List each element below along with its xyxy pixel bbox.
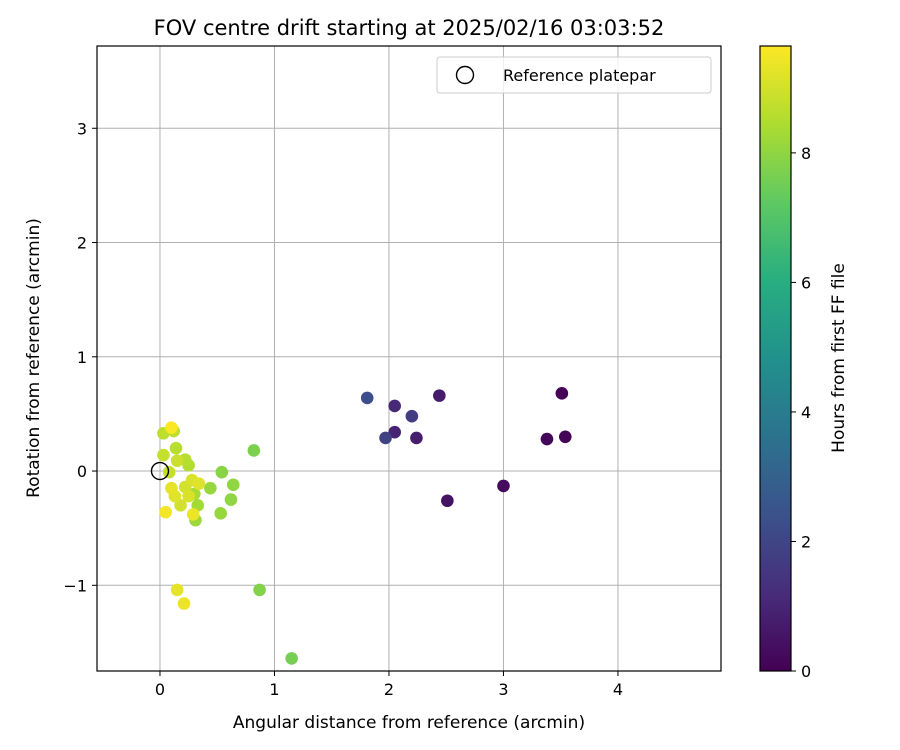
data-point-39: [177, 597, 191, 610]
reference-platepar-marker: [150, 461, 170, 481]
data-point-3: [497, 479, 510, 493]
grid-lines: [97, 46, 721, 671]
data-point-29: [162, 465, 176, 479]
y-tick-label-1: 0: [77, 462, 87, 481]
data-point-17: [224, 493, 238, 506]
colorbar: 0 2 4 6 8 Hours from first FF file: [759, 45, 849, 681]
x-tick-label-4: 4: [613, 680, 623, 699]
data-point-0: [555, 387, 569, 400]
data-point-33: [182, 489, 195, 503]
data-point-25: [169, 441, 183, 455]
colorbar-ticks: 0 2 4 6 8: [791, 144, 811, 681]
data-point-6: [410, 431, 423, 445]
data-point-15: [215, 465, 229, 479]
x-tick-label-2: 2: [384, 680, 394, 699]
chart-title: FOV centre drift starting at 2025/02/16 …: [154, 16, 665, 40]
x-axis-label: Angular distance from reference (arcmin): [233, 713, 585, 733]
colorbar-frame: [759, 45, 792, 672]
legend-marker-hollow-circle: [455, 65, 475, 85]
data-point-35: [192, 477, 206, 490]
data-point-28: [157, 448, 170, 462]
data-point-5: [433, 389, 446, 402]
data-point-11: [360, 391, 374, 405]
colorbar-tick-label-1: 2: [801, 532, 811, 551]
data-point-40: [186, 508, 200, 521]
data-point-1: [558, 430, 572, 444]
x-axis-ticks: 0 1 2 3 4: [155, 671, 623, 699]
y-tick-label-2: 1: [77, 348, 87, 367]
colorbar-gradient: [760, 46, 791, 671]
y-axis-ticks: −1 0 1 2 3: [63, 119, 97, 595]
data-point-12: [285, 652, 298, 665]
colorbar-tick-label-4: 8: [801, 144, 811, 163]
y-tick-label-4: 3: [77, 119, 87, 138]
scatter-points: [157, 387, 572, 665]
y-axis-label: Rotation from reference (arcmin): [24, 218, 44, 498]
data-point-16: [226, 478, 240, 492]
x-tick-label-3: 3: [498, 680, 508, 699]
y-tick-label-3: 2: [77, 234, 87, 253]
data-point-14: [253, 583, 266, 597]
data-point-30: [170, 454, 184, 468]
plot-area-frame: [96, 45, 722, 672]
data-point-41: [159, 505, 172, 519]
colorbar-tick-label-2: 4: [801, 403, 811, 422]
data-point-42: [165, 421, 178, 434]
x-tick-label-1: 1: [269, 680, 279, 699]
legend-entry-label: Reference platepar: [503, 66, 656, 85]
x-tick-label-0: 0: [155, 680, 165, 699]
data-point-7: [388, 425, 401, 439]
data-point-8: [388, 399, 401, 413]
data-point-18: [214, 507, 227, 520]
y-tick-label-0: −1: [63, 576, 87, 595]
data-point-38: [170, 583, 184, 597]
data-point-10: [379, 431, 392, 445]
data-point-4: [441, 494, 454, 508]
data-point-31: [174, 499, 187, 512]
legend: Reference platepar: [436, 56, 712, 94]
colorbar-tick-label-3: 6: [801, 273, 811, 292]
data-point-2: [540, 432, 554, 446]
data-point-19: [204, 481, 217, 495]
data-point-37: [165, 481, 178, 495]
data-point-13: [247, 444, 261, 457]
legend-box: [436, 56, 712, 94]
data-point-9: [405, 409, 419, 423]
colorbar-label: Hours from first FF file: [829, 263, 849, 453]
colorbar-tick-label-0: 0: [801, 662, 811, 681]
